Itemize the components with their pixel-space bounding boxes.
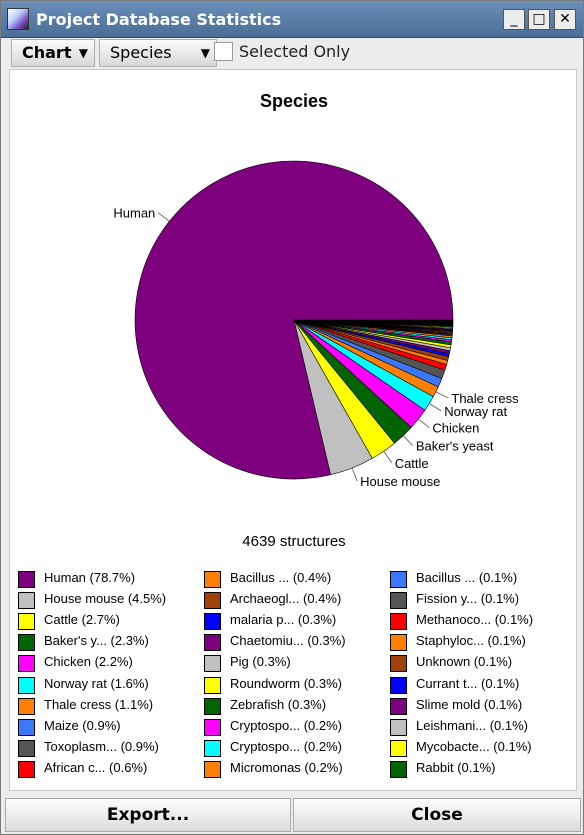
legend-label: Staphyloc... (0.1%) [416,633,526,648]
legend-label: Slime mold (0.1%) [416,697,522,712]
legend-label: Unknown (0.1%) [416,654,512,669]
legend-swatch [204,592,221,609]
legend-label: Rabbit (0.1%) [416,760,495,775]
button-bar: Export... Close [5,798,581,832]
export-button[interactable]: Export... [5,798,291,832]
legend-label: Cryptospo... (0.2%) [230,718,342,733]
legend-label: Fission y... (0.1%) [416,591,519,606]
legend-swatch [18,634,35,651]
legend-label: Cattle (2.7%) [44,612,120,627]
selected-only-checkbox[interactable] [214,42,233,61]
legend-label: Mycobacte... (0.1%) [416,739,532,754]
close-window-button[interactable]: ✕ [554,9,576,30]
category-label: Species [110,43,172,62]
close-button[interactable]: Close [293,798,581,832]
legend-swatch [204,655,221,672]
legend-swatch [390,571,407,588]
legend-swatch [18,592,35,609]
window-title: Project Database Statistics [36,10,281,29]
legend-label: Chaetomiu... (0.3%) [230,633,346,648]
legend-swatch [204,698,221,715]
legend-swatch [390,655,407,672]
legend-swatch [18,698,35,715]
slice-label: House mouse [360,474,440,489]
legend-swatch [18,740,35,757]
legend-label: Leishmani... (0.1%) [416,718,528,733]
legend-label: Bacillus ... (0.4%) [230,570,331,585]
legend-label: Zebrafish (0.3%) [230,697,326,712]
slice-label: Cattle [395,456,429,471]
slice-leader-line [352,468,357,481]
legend-label: African c... (0.6%) [44,760,147,775]
slice-label: Norway rat [444,404,507,419]
app-icon [7,8,29,30]
legend-label: Baker's y... (2.3%) [44,633,149,648]
legend-swatch [390,740,407,757]
maximize-button[interactable]: □ [528,9,550,30]
slice-leader-line [384,451,392,463]
title-bar[interactable]: Project Database Statistics _ □ ✕ [1,1,583,38]
chart-type-dropdown[interactable]: Chart ▼ [11,39,95,67]
minimize-button[interactable]: _ [503,9,525,30]
legend-label: Chicken (2.2%) [44,654,133,669]
category-dropdown[interactable]: Species ▼ [99,39,217,67]
legend-swatch [390,677,407,694]
legend-swatch [390,698,407,715]
slice-leader-line [403,436,413,446]
legend-swatch [390,634,407,651]
legend-swatch [390,761,407,778]
slice-label: Chicken [432,421,479,436]
total-structures: 4639 structures [242,533,345,550]
legend-label: malaria p... (0.3%) [230,612,336,627]
legend-label: Human (78.7%) [44,570,135,585]
slice-label: Thale cress [451,391,519,406]
legend-swatch [204,571,221,588]
legend-swatch [204,677,221,694]
legend-label: Currant t... (0.1%) [416,676,519,691]
legend-label: House mouse (4.5%) [44,591,166,606]
legend-label: Maize (0.9%) [44,718,121,733]
legend-swatch [18,655,35,672]
legend-swatch [204,613,221,630]
legend-swatch [204,740,221,757]
legend-swatch [18,761,35,778]
legend-swatch [390,592,407,609]
chart-panel: Species Human House mouse Cattle Baker's ye… [9,69,577,791]
legend-swatch [204,634,221,651]
legend-label: Roundworm (0.3%) [230,676,342,691]
legend-swatch [390,613,407,630]
slice-leader-line [158,213,169,222]
chevron-down-icon: ▼ [79,40,88,66]
toolbar: Chart ▼ Species ▼ Selected Only [9,39,575,68]
slice-leader-line [436,392,448,398]
legend-swatch [390,719,407,736]
legend-swatch [204,719,221,736]
slice-label: Baker's yeast [416,439,494,454]
legend-label: Thale cress (1.1%) [44,697,153,712]
slice-leader-line [418,419,429,428]
chart-type-label: Chart [22,43,71,62]
legend-label: Norway rat (1.6%) [44,676,149,691]
slice-label: Human [113,206,155,221]
legend-swatch [18,677,35,694]
legend-label: Micromonas (0.2%) [230,760,343,775]
chart-title: Species [260,91,328,111]
legend-label: Methanoco... (0.1%) [416,612,533,627]
selected-only-label: Selected Only [239,42,350,61]
legend-label: Cryptospo... (0.2%) [230,739,342,754]
legend-label: Pig (0.3%) [230,654,291,669]
legend-swatch [18,719,35,736]
legend-label: Toxoplasm... (0.9%) [44,739,159,754]
legend-label: Archaeogl... (0.4%) [230,591,341,606]
legend-swatch [18,613,35,630]
chevron-down-icon: ▼ [201,40,210,66]
legend-label: Bacillus ... (0.1%) [416,570,517,585]
legend-swatch [18,571,35,588]
slice-leader-line [429,404,441,411]
legend-swatch [204,761,221,778]
